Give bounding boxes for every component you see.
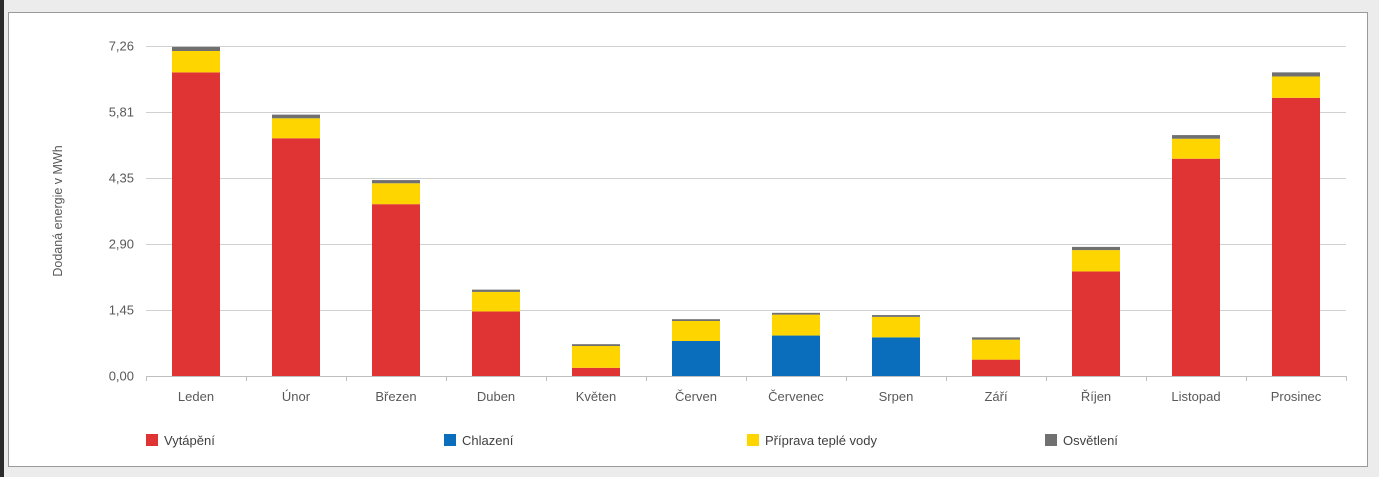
legend: Vytápění Chlazení Příprava teplé vody Osvět… — [146, 433, 1118, 448]
bar-segment — [672, 341, 720, 376]
x-tick-label: Září — [984, 389, 1008, 404]
chart-frame — [8, 12, 1368, 467]
legend-swatch — [444, 434, 456, 446]
x-tick-label: Květen — [576, 389, 616, 404]
gridlines — [146, 46, 1346, 311]
bar-segment — [1272, 72, 1320, 77]
x-tick-label: Únor — [282, 389, 311, 404]
bar-segment — [472, 291, 520, 312]
legend-swatch — [1045, 434, 1057, 446]
bar-segment — [672, 321, 720, 341]
bar-segment — [372, 204, 420, 376]
y-tick-label: 1,45 — [109, 303, 134, 318]
x-tick-label: Březen — [375, 389, 416, 404]
legend-label: Osvětlení — [1063, 433, 1118, 448]
legend-label: Chlazení — [462, 433, 514, 448]
y-tick-label: 5,81 — [109, 105, 134, 120]
bars — [172, 46, 1320, 377]
bar-segment — [272, 118, 320, 139]
bar-segment — [772, 335, 820, 376]
bar-segment — [1072, 246, 1120, 251]
bar-segment — [1272, 76, 1320, 98]
bar-segment — [572, 344, 620, 346]
x-tick-label: Prosinec — [1271, 389, 1322, 404]
bar-segment — [572, 346, 620, 368]
x-tick-label: Říjen — [1081, 389, 1111, 404]
bar-segment — [272, 138, 320, 376]
bar-segment — [172, 72, 220, 376]
bar-segment — [672, 319, 720, 321]
axes: 0,00 1,45 2,90 4,35 5,81 7,26 Leden Únor Březen D… — [109, 39, 1347, 404]
bar-segment — [1172, 138, 1220, 159]
x-tick-label: Srpen — [879, 389, 914, 404]
bar-segment — [172, 46, 220, 51]
y-tick-label: 0,00 — [109, 369, 134, 384]
bar-segment — [1172, 135, 1220, 139]
x-tick-label: Červenec — [768, 389, 824, 404]
bar-segment — [372, 183, 420, 205]
bar-segment — [972, 359, 1020, 376]
legend-label: Vytápění — [164, 433, 215, 448]
x-tick-label: Listopad — [1171, 389, 1220, 404]
bar-segment — [372, 180, 420, 184]
bar-segment — [872, 315, 920, 317]
window-left-edge — [0, 0, 4, 477]
legend-swatch — [747, 434, 759, 446]
bar-segment — [272, 114, 320, 119]
bar-segment — [472, 289, 520, 292]
bar-segment — [772, 314, 820, 336]
bar-segment — [1272, 97, 1320, 377]
y-tick-label: 4,35 — [109, 171, 134, 186]
bar-segment — [1072, 250, 1120, 272]
y-tick-label: 7,26 — [109, 39, 134, 54]
bar-segment — [472, 311, 520, 376]
bar-segment — [872, 316, 920, 338]
bar-segment — [1072, 271, 1120, 376]
bar-segment — [972, 339, 1020, 360]
x-tick-label: Červen — [675, 389, 717, 404]
bar-segment — [172, 51, 220, 73]
bar-segment — [1172, 158, 1220, 376]
legend-label: Příprava teplé vody — [765, 433, 878, 448]
bar-segment — [772, 312, 820, 315]
x-tick-label: Leden — [178, 389, 214, 404]
bar-segment — [972, 337, 1020, 340]
y-axis-title: Dodaná energie v MWh — [51, 145, 65, 276]
y-tick-label: 2,90 — [109, 237, 134, 252]
bar-segment — [572, 367, 620, 376]
legend-swatch — [146, 434, 158, 446]
bar-segment — [872, 337, 920, 376]
x-tick-label: Duben — [477, 389, 515, 404]
